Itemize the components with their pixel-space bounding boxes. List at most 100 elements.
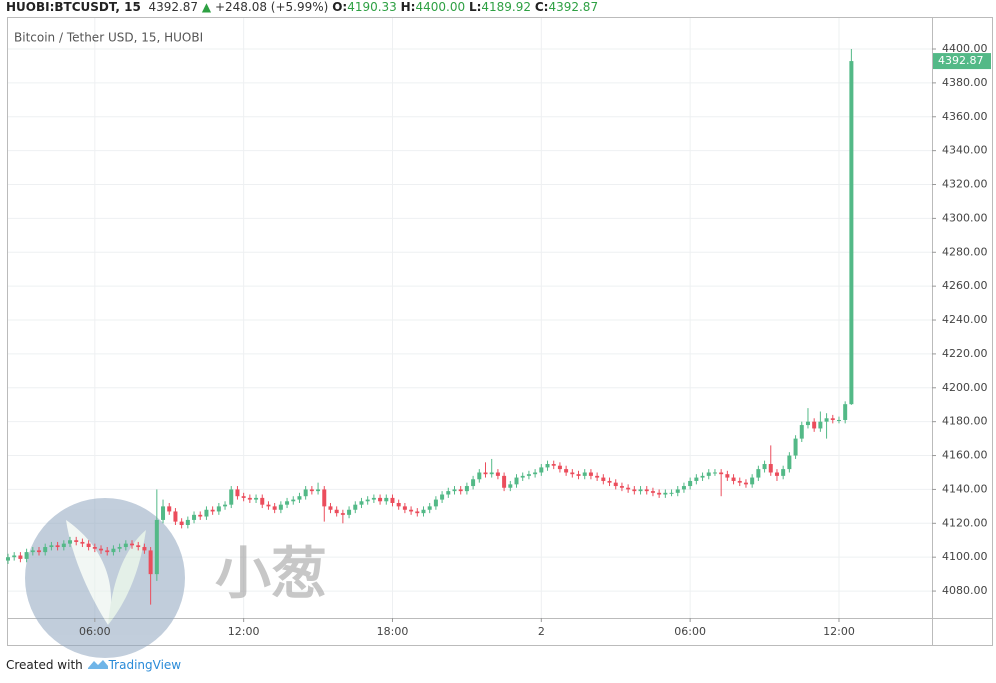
watermark: 小葱: [25, 498, 327, 658]
candle-body: [719, 472, 724, 475]
candle-body: [272, 506, 277, 510]
candle-body: [836, 419, 841, 421]
candle-body: [198, 514, 203, 517]
candle-body: [477, 472, 482, 480]
candle-body: [105, 550, 110, 553]
candle-body: [818, 421, 823, 429]
candle-body: [694, 477, 699, 481]
candle-body: [588, 472, 593, 476]
chart-subtitle: Bitcoin / Tether USD, 15, HUOBI: [14, 31, 203, 45]
x-tick-label: 12:00: [823, 625, 855, 638]
y-tick-label: 4100.00: [942, 550, 988, 563]
candle-body: [80, 541, 85, 544]
candle-body: [756, 469, 761, 478]
candle-body: [619, 486, 624, 488]
watermark-leaf: [66, 520, 112, 625]
candle-body: [613, 482, 618, 487]
candle-body: [260, 497, 265, 505]
candle-body: [731, 477, 736, 481]
candle-body: [49, 545, 54, 548]
candle-body: [824, 418, 829, 422]
candle-body: [700, 475, 705, 478]
candle-body: [117, 547, 122, 549]
candle-body: [849, 61, 854, 405]
candle-body: [750, 477, 755, 485]
candle-body: [340, 513, 345, 515]
open-value: 4190.33: [347, 0, 397, 14]
y-tick-label: 4260.00: [942, 279, 988, 292]
high-value: 4400.00: [415, 0, 466, 14]
candle-body: [595, 475, 600, 478]
candle-body: [179, 521, 184, 526]
symbol-header: HUOBI:BTCUSDT, 15 4392.87 ▲ +248.08 (+5.…: [6, 0, 598, 15]
candle-body: [489, 472, 494, 475]
candle-body: [61, 543, 66, 548]
last-price-label: 4392.87: [938, 54, 984, 67]
y-tick-label: 4140.00: [942, 482, 988, 495]
close-value: 4392.87: [548, 0, 599, 14]
candle-body: [440, 494, 445, 500]
candle-body: [564, 469, 569, 473]
x-tick-label: 2: [538, 625, 545, 638]
candle-body: [55, 545, 60, 548]
tradingview-link[interactable]: TradingView: [108, 658, 182, 672]
candle-body: [545, 464, 550, 468]
created-with: Created with: [6, 658, 83, 672]
candle-body: [18, 555, 23, 559]
candle-body: [384, 497, 389, 502]
candle-body: [793, 438, 798, 456]
candle-body: [285, 501, 290, 505]
candle-body: [37, 550, 42, 553]
candle-body: [123, 543, 128, 548]
y-tick-label: 4360.00: [942, 110, 988, 123]
candle-body: [843, 404, 848, 420]
candle-body: [433, 499, 438, 507]
y-tick-label: 4340.00: [942, 144, 988, 157]
x-tick-label: 06:00: [674, 625, 706, 638]
candle-body: [743, 482, 748, 485]
candle-body: [111, 548, 116, 553]
candle-body: [210, 509, 215, 512]
candle-body: [192, 514, 197, 520]
candle-body: [12, 555, 17, 558]
candle-body: [644, 489, 649, 492]
candle-body: [737, 480, 742, 483]
candle-body: [830, 418, 835, 420]
candle-body: [458, 489, 463, 492]
candle-body: [799, 425, 804, 439]
close-label: C:: [534, 0, 549, 14]
candle-body: [495, 472, 500, 476]
low-value: 4189.92: [481, 0, 532, 14]
candle-body: [297, 496, 302, 500]
candle-body: [483, 472, 488, 475]
candle-body: [241, 496, 246, 498]
candle-body: [328, 506, 333, 510]
candle-body: [43, 547, 48, 553]
candle-body: [266, 504, 271, 507]
candle-body: [278, 504, 283, 510]
candle-body: [167, 506, 172, 512]
candle-body: [774, 472, 779, 476]
candle-body: [130, 543, 135, 546]
candle-body: [464, 486, 469, 492]
candle-body: [706, 472, 711, 476]
candle-body: [334, 509, 339, 514]
candle-body: [805, 421, 810, 426]
candle-body: [216, 506, 221, 512]
footer[interactable]: Created with TradingView: [6, 657, 181, 672]
y-tick-label: 4120.00: [942, 516, 988, 529]
candle-body: [74, 540, 79, 542]
candle-body: [551, 464, 556, 466]
candle-body: [303, 489, 308, 497]
candle-body: [514, 477, 519, 485]
candle-body: [520, 475, 525, 478]
last-price-marker: [933, 53, 991, 70]
candle-body: [359, 501, 364, 505]
candle-body: [508, 484, 513, 488]
candle-body: [421, 509, 426, 514]
candle-body: [675, 489, 680, 493]
candle-body: [557, 465, 562, 470]
candle-body: [570, 472, 575, 475]
candle-body: [446, 491, 451, 495]
tv-logo: [87, 660, 108, 669]
